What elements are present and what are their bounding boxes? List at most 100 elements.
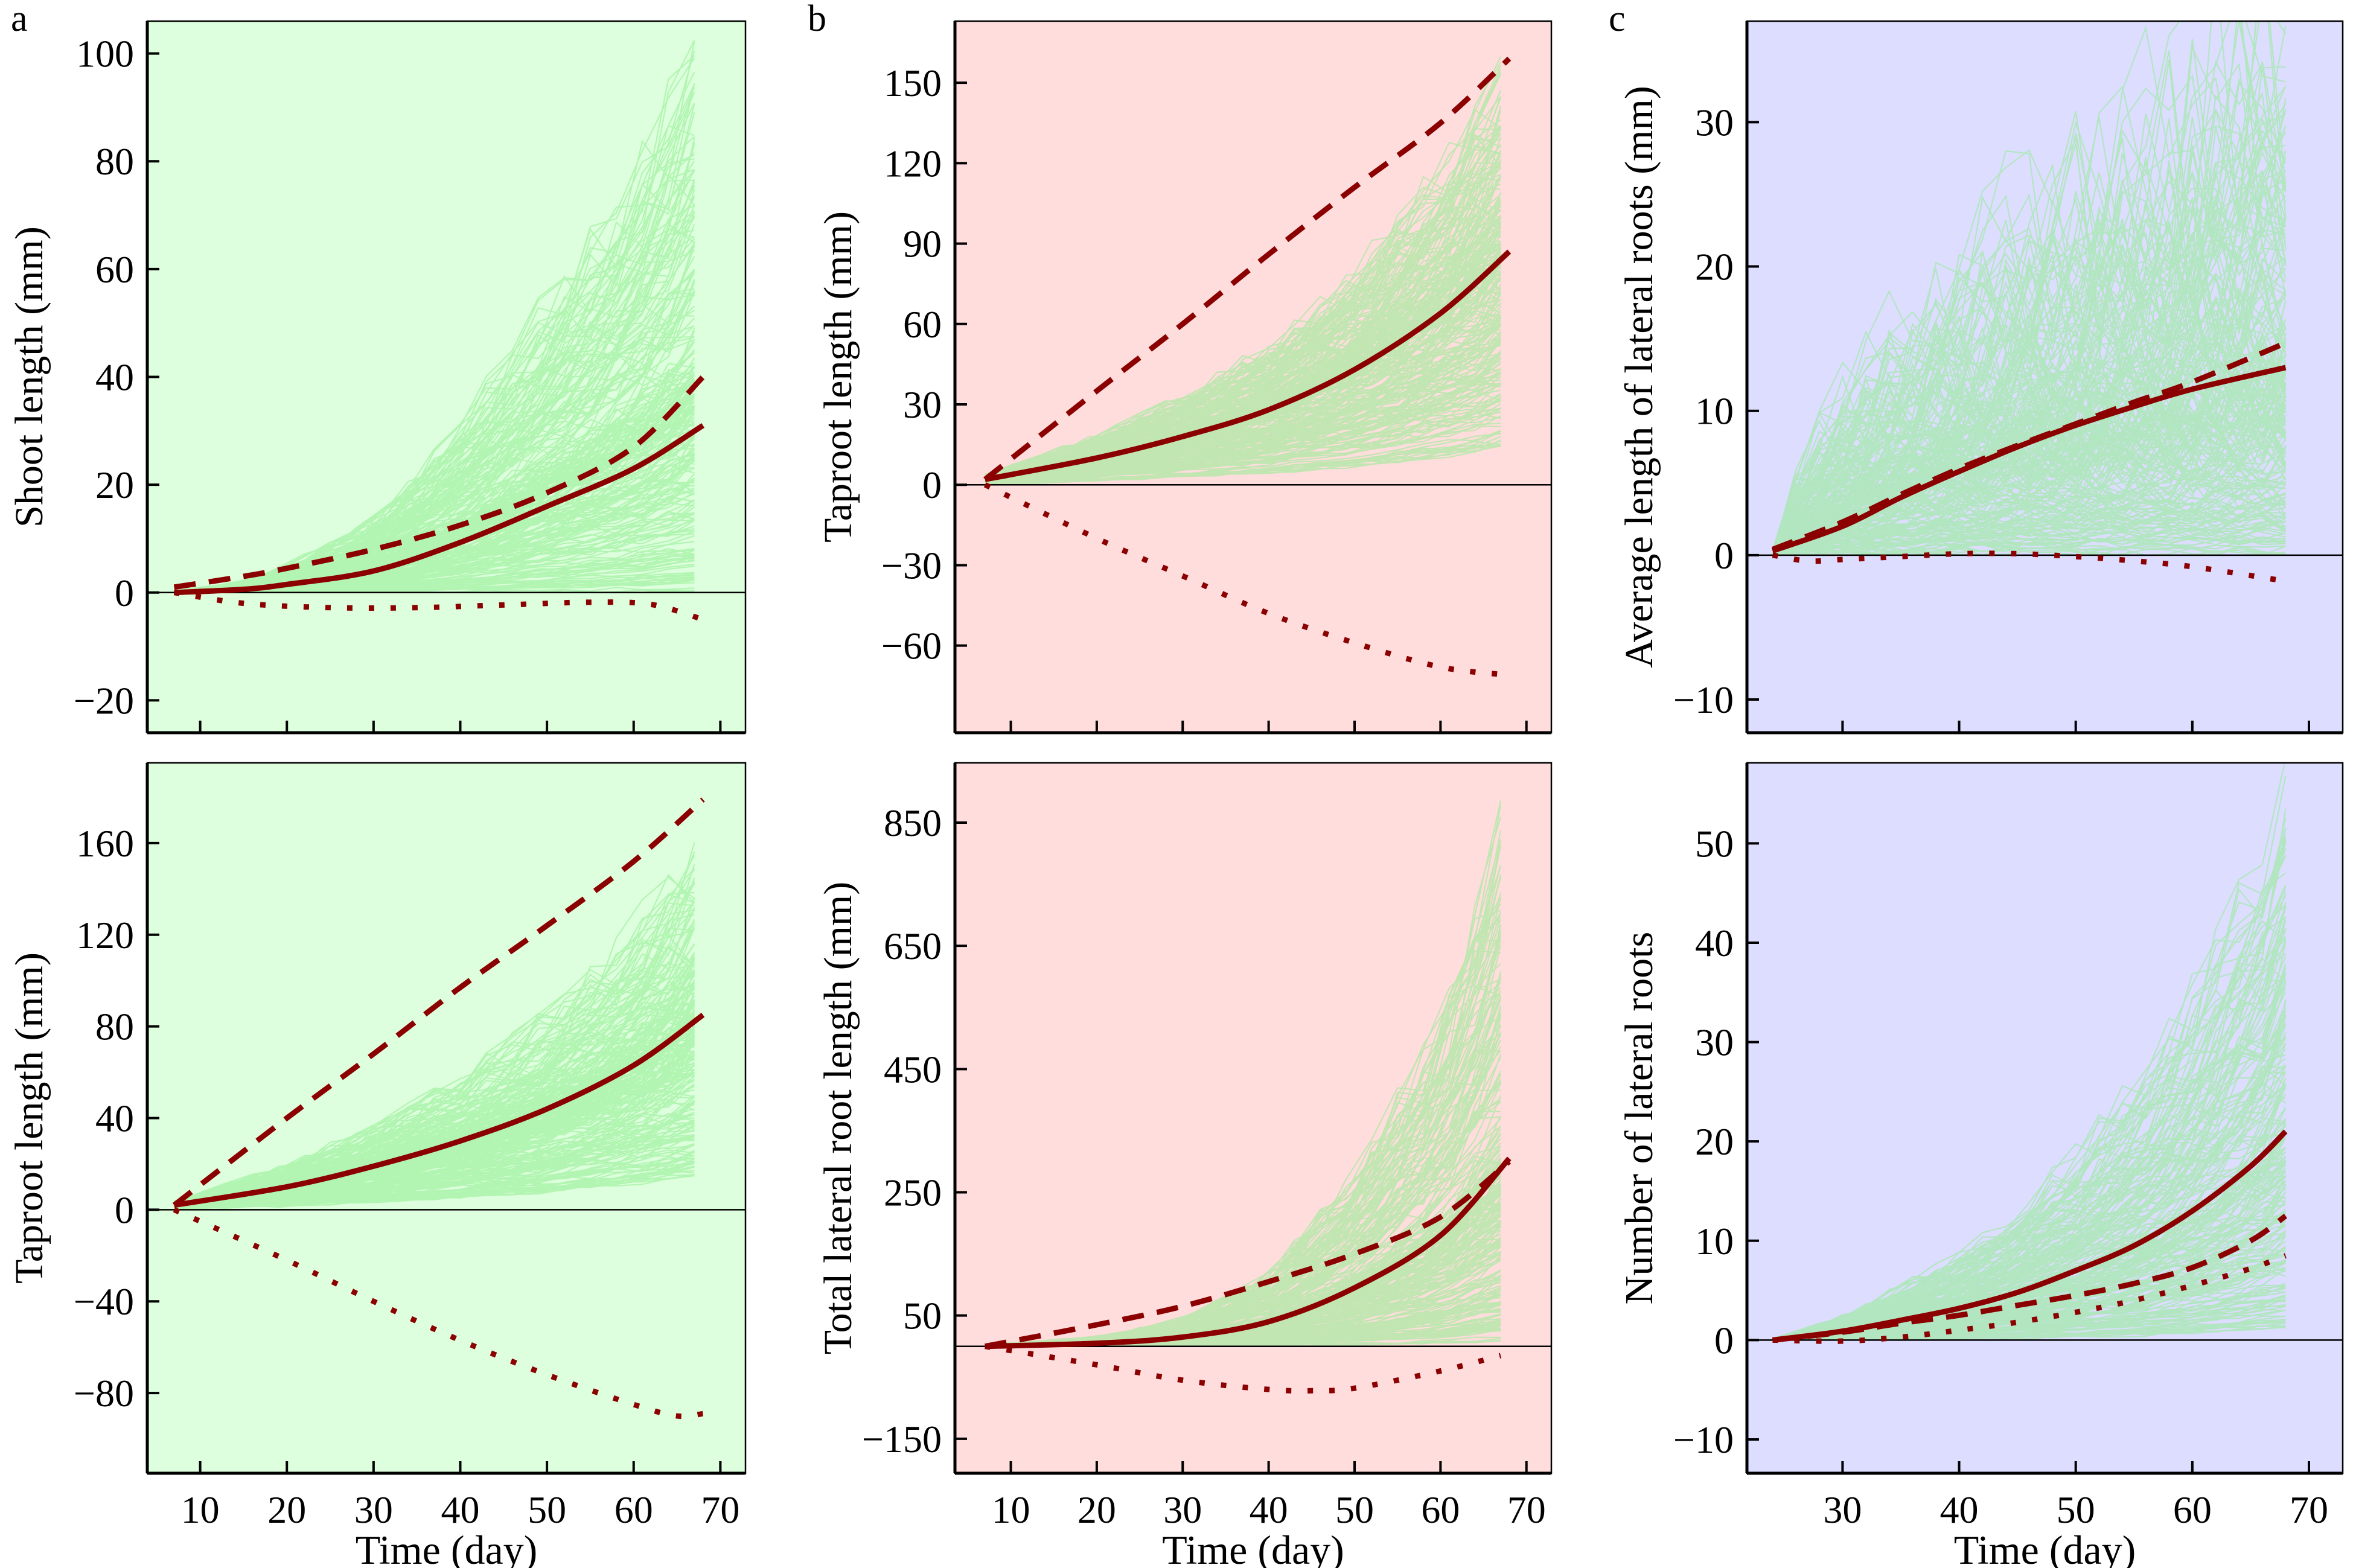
trajectory-line: [1772, 516, 2286, 556]
curve-dashed: [984, 1159, 1512, 1350]
trajectory-line: [1772, 45, 2286, 556]
trajectory-line: [174, 1089, 695, 1208]
trajectory-line: [985, 144, 1501, 479]
curve-mean: [174, 423, 704, 596]
trajectory-line: [174, 250, 695, 593]
y-axis-label: Average length of lateral roots (mm): [1617, 86, 1661, 668]
trajectory-line: [174, 1158, 695, 1209]
trajectory-line: [1772, 160, 2287, 556]
trajectory-line: [174, 1050, 695, 1206]
y-tick-label: 650: [884, 925, 942, 967]
trajectory-line: [174, 868, 695, 1202]
trajectory-line: [985, 138, 1501, 476]
y-tick-label: 0: [115, 572, 134, 614]
curve-mean: [985, 1156, 1512, 1350]
x-tick-label: 40: [1940, 1488, 1979, 1531]
y-tick-label: 10: [1695, 1220, 1734, 1263]
trajectory-line: [1772, 935, 2287, 1340]
y-tick-label: 40: [95, 356, 134, 399]
trajectory-line: [174, 963, 695, 1206]
trajectory-line: [1772, 963, 2287, 1340]
trajectory-line: [1772, 110, 2287, 556]
curve-dashed: [1771, 340, 2287, 552]
trajectory-line: [1772, 395, 2286, 556]
trajectory-line: [1772, 131, 2287, 552]
panel-letter-b: b: [808, 0, 826, 39]
y-tick-label: 30: [1695, 1021, 1734, 1064]
plot-area: [1747, 763, 2343, 1344]
curve-dotted: [985, 1343, 1502, 1394]
trajectory-line: [174, 1124, 695, 1209]
curve-dashed: [983, 56, 1512, 482]
x-tick-label: 20: [267, 1488, 306, 1531]
trajectory-line: [1772, 540, 2286, 556]
trajectory-line: [1772, 514, 2286, 555]
y-axis-label: Shoot length (mm): [7, 226, 51, 527]
trajectory-line: [1772, 139, 2287, 554]
y-tick-label: 80: [95, 1005, 134, 1048]
x-tick-label: 40: [441, 1488, 479, 1531]
trajectory-line: [985, 892, 1502, 1346]
y-tick-label: 30: [903, 383, 942, 426]
trajectory-line: [1772, 21, 2287, 556]
trajectory-line: [1772, 317, 2287, 556]
trajectory-line: [985, 380, 1501, 483]
y-tick-label: 50: [1695, 822, 1734, 865]
trajectory-line: [1772, 311, 2287, 556]
trajectory-line: [1772, 1015, 2287, 1340]
x-tick-label: 70: [701, 1488, 739, 1531]
y-tick-label: 100: [76, 33, 134, 75]
y-tick-label: 80: [95, 140, 134, 183]
trajectory-line: [1772, 383, 2287, 552]
curve-dashed: [172, 797, 705, 1208]
trajectory-line: [174, 170, 695, 593]
y-tick-label: 250: [884, 1171, 942, 1214]
plot-area: [147, 40, 745, 622]
curve-mean: [984, 249, 1512, 482]
trajectory-line: [1772, 453, 2287, 555]
x-axis-label: Time (day): [1162, 1527, 1344, 1568]
trajectory-line: [174, 960, 695, 1205]
trajectory-line: [174, 238, 695, 592]
y-tick-label: 120: [884, 142, 942, 185]
trajectory-line: [174, 1135, 695, 1209]
trajectory-line: [174, 881, 695, 1202]
y-tick-label: 10: [1695, 390, 1734, 433]
x-tick-label: 70: [2290, 1488, 2328, 1531]
x-axis-label: Time (day): [356, 1527, 538, 1568]
trajectory-line: [1772, 468, 2286, 556]
trajectory-line: [1772, 445, 2286, 556]
trajectory-line: [1772, 298, 2286, 556]
plot-area: [1747, 21, 2343, 584]
y-axis-label: Taproot length (mm): [816, 211, 860, 543]
trajectory-line: [1772, 300, 2287, 554]
trajectory-line: [174, 842, 695, 1202]
x-tick-label: 30: [1823, 1488, 1862, 1531]
y-tick-label: −30: [881, 544, 942, 587]
y-tick-label: 40: [95, 1097, 134, 1140]
x-tick-label: 40: [1250, 1488, 1288, 1531]
trajectory-line: [1772, 763, 2285, 1341]
trajectory-line: [1772, 387, 2287, 556]
trajectory-line: [1772, 225, 2287, 553]
individual-trajectories: [1772, 21, 2287, 556]
trajectory-line: [1772, 775, 2287, 1340]
trajectory-line: [1772, 170, 2287, 556]
trajectory-line: [1772, 1248, 2286, 1341]
trajectory-line: [1772, 496, 2287, 553]
trajectory-line: [1772, 481, 2286, 553]
y-axis-label: Taproot length (mm): [7, 952, 51, 1284]
y-tick-label: 160: [76, 822, 134, 865]
trajectory-line: [1772, 161, 2287, 556]
y-tick-label: 450: [884, 1048, 942, 1091]
trajectory-line: [174, 954, 695, 1205]
trajectory-line: [985, 318, 1501, 481]
trajectory-line: [1772, 1223, 2286, 1341]
trajectory-line: [985, 127, 1501, 478]
x-tick-label: 70: [1507, 1488, 1546, 1531]
plot-background: [147, 21, 745, 733]
y-tick-label: −40: [74, 1280, 134, 1323]
x-axis-label: Time (day): [1954, 1527, 2136, 1568]
y-tick-label: 20: [95, 464, 134, 506]
